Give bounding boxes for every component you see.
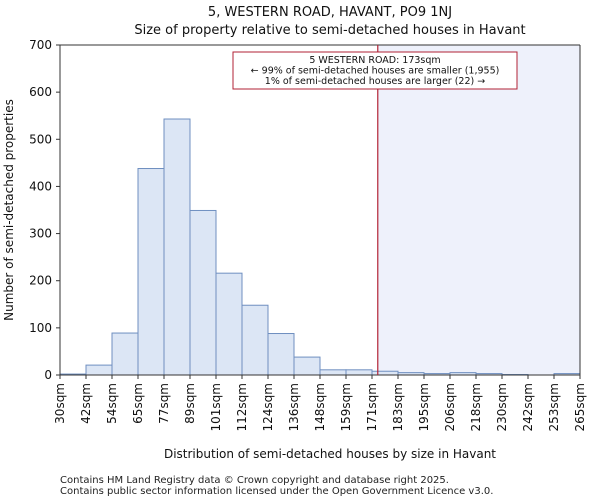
annotation-line-3: 1% of semi-detached houses are larger (2… [265, 76, 485, 87]
y-tick-label: 100 [29, 321, 52, 335]
bar-101sqm [215, 272, 243, 376]
x-tick-label: 183sqm [391, 383, 405, 431]
chart-title-line2: Size of property relative to semi-detach… [134, 23, 525, 38]
footer-line1: Contains HM Land Registry data © Crown c… [60, 475, 449, 486]
x-tick-label: 265sqm [573, 383, 587, 431]
bar-77sqm [163, 118, 191, 376]
bar-171sqm [371, 370, 399, 376]
x-tick-label: 30sqm [53, 383, 67, 424]
chart-title-line1: 5, WESTERN ROAD, HAVANT, PO9 1NJ [208, 5, 452, 20]
x-tick-label: 42sqm [79, 383, 93, 424]
x-tick-label: 101sqm [209, 383, 223, 431]
bar-159sqm [345, 369, 373, 376]
y-axis-label: Number of semi-detached properties [2, 99, 16, 321]
x-tick-label: 171sqm [365, 383, 379, 431]
y-tick-label: 500 [29, 132, 52, 146]
x-tick-label: 206sqm [443, 383, 457, 431]
x-tick-label: 148sqm [313, 383, 327, 431]
x-tick-label: 124sqm [261, 383, 275, 431]
x-tick-label: 89sqm [183, 383, 197, 424]
x-tick-label: 218sqm [469, 383, 483, 431]
footer-line2: Contains public sector information licen… [60, 486, 493, 497]
x-tick-label: 253sqm [547, 383, 561, 431]
y-tick-label: 700 [29, 38, 52, 52]
x-tick-label: 195sqm [417, 383, 431, 431]
y-tick-label: 200 [29, 274, 52, 288]
annotation-box [232, 51, 518, 90]
bar-136sqm [293, 356, 321, 376]
x-axis-label: Distribution of semi-detached houses by … [164, 447, 496, 461]
x-tick-label: 230sqm [495, 383, 509, 431]
bar-65sqm [137, 168, 165, 376]
y-tick-label: 600 [29, 85, 52, 99]
y-tick-label: 0 [44, 368, 52, 382]
plot-area: 0 100 200 300 400 500 600 700 30sqm 42sqm 54sqm 65s… [29, 38, 587, 431]
bar-89sqm [189, 209, 217, 376]
x-tick-label: 242sqm [521, 383, 535, 431]
x-tick-label: 65sqm [131, 383, 145, 424]
bar-42sqm [85, 364, 113, 376]
x-tick-label: 112sqm [235, 383, 249, 431]
bar-54sqm [111, 332, 139, 376]
bar-148sqm [319, 369, 347, 376]
annotation-line-1: 5 WESTERN ROAD: 173sqm [309, 55, 440, 66]
x-tick-label: 54sqm [105, 383, 119, 424]
x-tick-label: 136sqm [287, 383, 301, 431]
bar-112sqm [241, 304, 269, 376]
x-tick-label: 77sqm [157, 383, 171, 424]
bar-124sqm [267, 333, 295, 376]
x-tick-label: 159sqm [339, 383, 353, 431]
larger-region-shade [377, 45, 580, 375]
annotation-line-2: ← 99% of semi-detached houses are smalle… [251, 66, 500, 77]
y-tick-label: 400 [29, 179, 52, 193]
y-tick-label: 300 [29, 227, 52, 241]
